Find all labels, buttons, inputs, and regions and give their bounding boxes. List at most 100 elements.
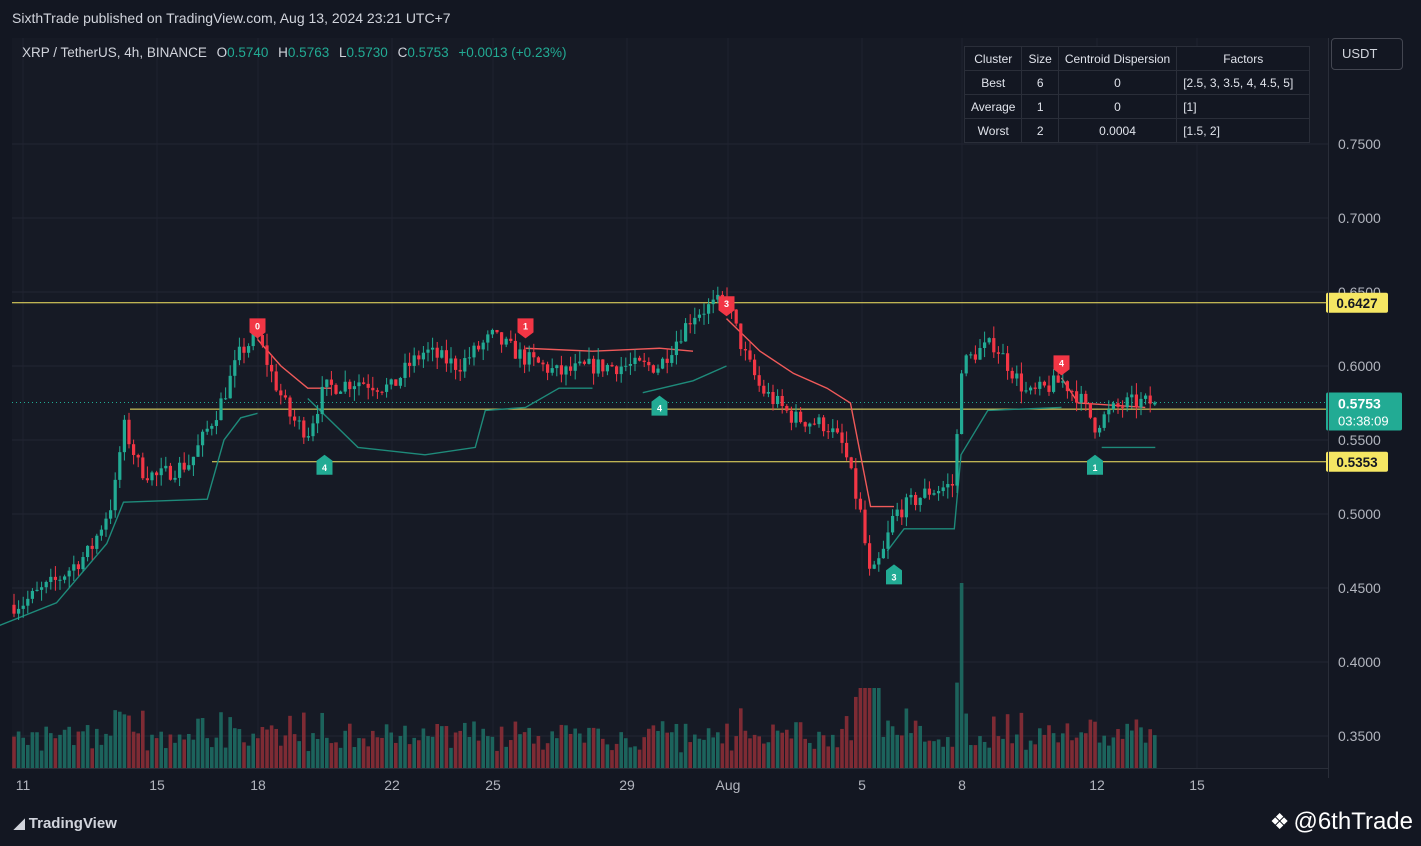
- candle-body: [251, 333, 255, 347]
- candle-body: [481, 342, 485, 350]
- volume-bar: [256, 738, 260, 768]
- candle-body: [785, 406, 789, 411]
- candle-body: [30, 590, 34, 599]
- candle-body: [500, 332, 504, 345]
- candle-body: [900, 509, 904, 518]
- time-tick-label: 5: [858, 777, 866, 793]
- volume-bar: [1116, 729, 1120, 768]
- volume-bar: [348, 723, 352, 768]
- volume-bar: [12, 736, 16, 768]
- volume-bar: [739, 708, 743, 768]
- candle-body: [527, 352, 531, 365]
- cell-size: 6: [1021, 70, 1059, 95]
- tradingview-brand[interactable]: ◢ TradingView: [14, 815, 117, 832]
- header-dispersion: Centroid Dispersion: [1057, 46, 1178, 71]
- candle-body: [702, 313, 706, 315]
- candle-body: [707, 304, 711, 314]
- trailing-stop-down: [256, 338, 332, 389]
- signal-label: 4: [322, 463, 327, 473]
- volume-bar: [1051, 733, 1056, 768]
- volume-bar: [1134, 719, 1139, 768]
- candle-body: [1070, 391, 1074, 393]
- candle-body: [173, 477, 177, 480]
- volume-bar: [352, 747, 357, 768]
- price-tick-label: 0.7000: [1338, 210, 1381, 226]
- candle-body: [983, 342, 987, 348]
- volume-bar: [1148, 729, 1152, 768]
- volume-bar: [555, 738, 559, 768]
- candle-body: [711, 299, 715, 305]
- candle-body: [109, 510, 113, 519]
- volume-bar: [973, 745, 978, 768]
- volume-bar: [297, 741, 301, 768]
- volume-bar: [660, 721, 665, 768]
- volume-bar: [449, 747, 453, 768]
- volume-bar: [486, 736, 490, 768]
- candle-body: [555, 365, 559, 369]
- volume-bar: [1024, 749, 1028, 768]
- volume-bar: [131, 731, 136, 768]
- candle-body: [674, 341, 678, 356]
- volume-bar: [49, 733, 53, 768]
- candle-body: [628, 363, 632, 366]
- volume-bar: [1056, 742, 1060, 768]
- candle-body: [753, 359, 757, 376]
- candle-body: [969, 354, 973, 356]
- candle-body: [81, 557, 85, 570]
- candle-body: [642, 360, 646, 362]
- volume-bar: [95, 728, 99, 768]
- price-axis: 0.75000.70000.65000.60000.55000.50000.45…: [1338, 136, 1381, 744]
- buy-signal-marker: 3: [886, 564, 902, 585]
- candle-body: [647, 361, 651, 366]
- candle-body: [421, 352, 425, 360]
- candle-body: [389, 379, 393, 385]
- volume-bar: [619, 732, 623, 768]
- candle-body: [334, 384, 338, 394]
- volume-bar: [1042, 734, 1047, 768]
- candlesticks: [12, 286, 1157, 620]
- volume-bar: [214, 737, 219, 768]
- candle-body: [95, 535, 99, 549]
- candle-body: [237, 346, 241, 361]
- candle-body: [449, 358, 453, 364]
- sell-signal-shape: [718, 296, 735, 317]
- grid-lines: [12, 38, 1328, 768]
- volume-bar: [113, 710, 117, 768]
- candle-body: [840, 432, 844, 443]
- author-handle: ❖ @6thTrade: [1270, 808, 1413, 836]
- candle-body: [1056, 375, 1060, 383]
- currency-button[interactable]: USDT: [1331, 38, 1403, 70]
- header-factors: Factors: [1176, 46, 1311, 71]
- candle-body: [99, 529, 103, 536]
- cell-dispersion: 0.0004: [1057, 118, 1178, 143]
- volume-bar: [996, 736, 1001, 768]
- candle-body: [26, 598, 30, 606]
- candle-body: [63, 576, 67, 580]
- candle-body: [150, 472, 154, 481]
- open-value: 0.5740: [227, 45, 269, 60]
- candle-body: [122, 419, 126, 453]
- candle-body: [44, 581, 48, 588]
- candle-body: [72, 564, 76, 571]
- volume-bar: [279, 745, 283, 768]
- volume-bar: [403, 725, 407, 768]
- time-tick-label: 8: [958, 777, 966, 793]
- candle-body: [274, 371, 278, 391]
- volume-bar: [228, 717, 232, 768]
- volume-bar: [476, 740, 481, 768]
- cell-dispersion: 0: [1057, 94, 1178, 119]
- candle-body: [587, 358, 591, 364]
- binance-diamond-icon: ❖: [1269, 809, 1290, 834]
- candle-body: [592, 358, 596, 374]
- volume-bar: [1139, 727, 1143, 768]
- candle-body: [325, 379, 329, 387]
- candle-body: [895, 509, 899, 516]
- trailing-stop-up: [886, 406, 1062, 552]
- volume-bar: [936, 739, 941, 768]
- volume-bar: [748, 738, 752, 768]
- candle-body: [835, 428, 839, 433]
- volume-bar: [932, 741, 936, 768]
- volume-bar: [145, 750, 150, 768]
